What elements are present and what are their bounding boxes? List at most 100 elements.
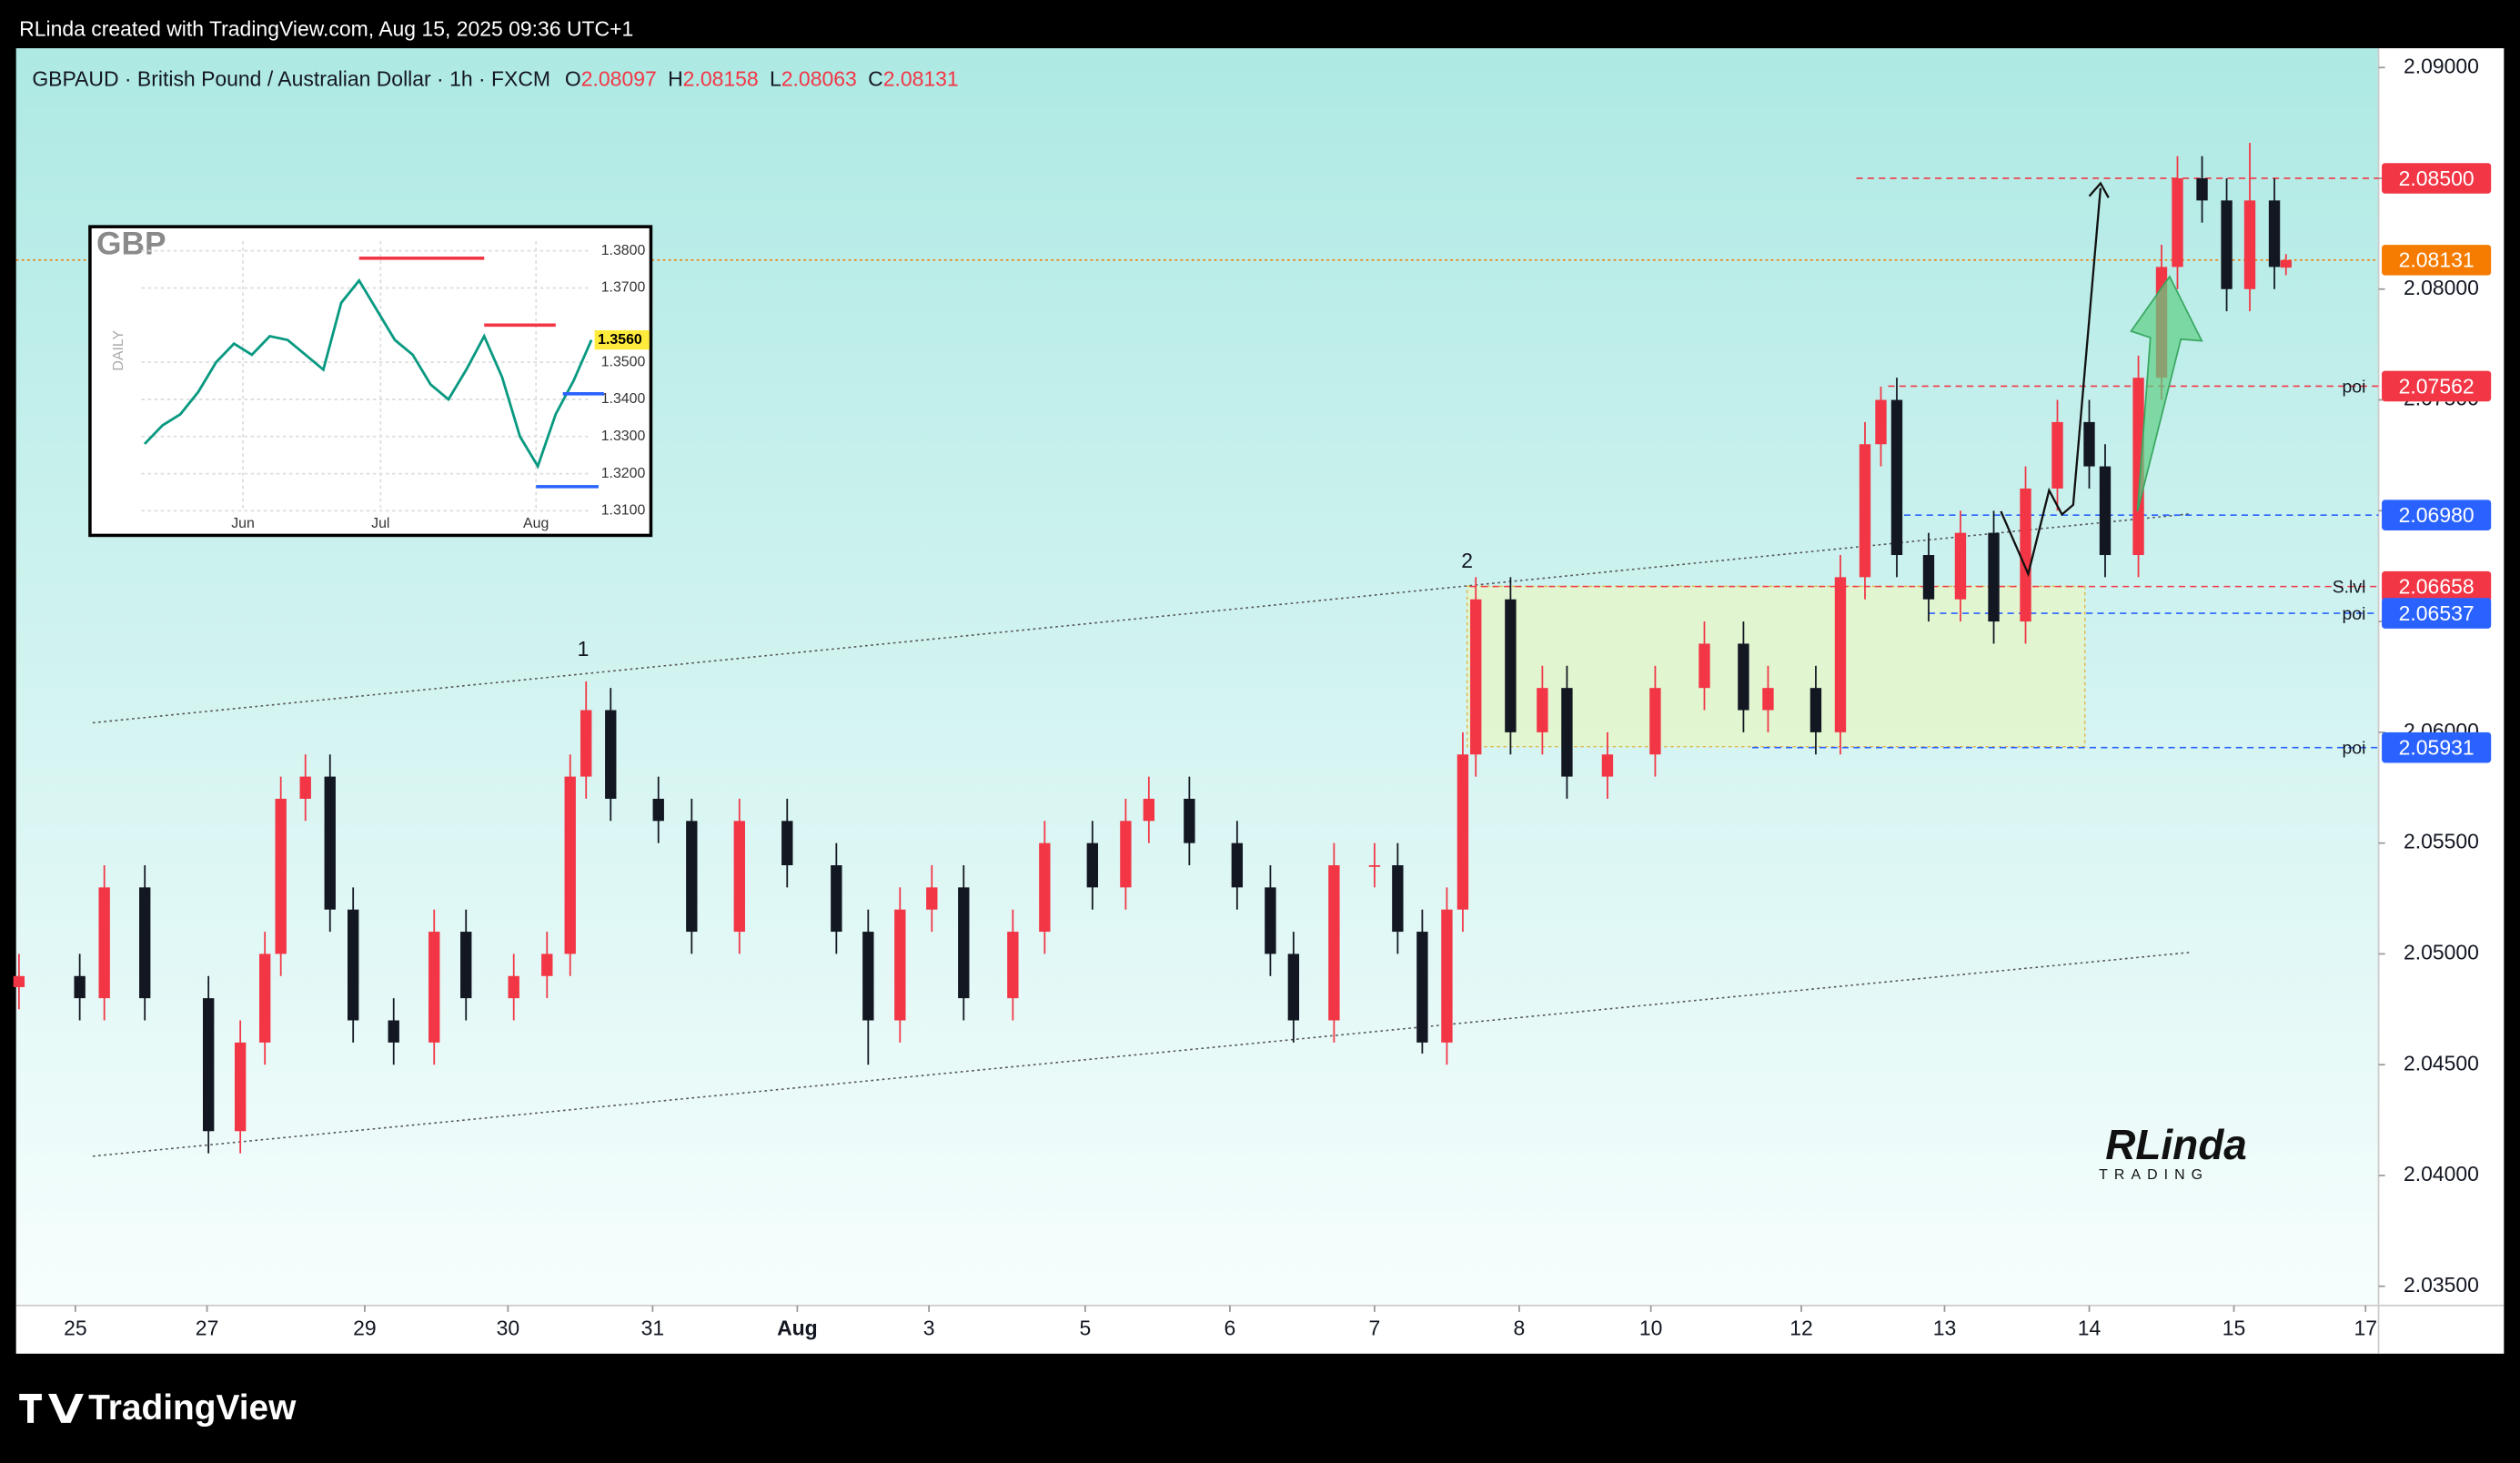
price-tag: [2382, 370, 2492, 402]
inset-y-label: 1.3800: [601, 243, 646, 258]
candle-body: [388, 1020, 399, 1043]
inset-y-label: 1.3400: [601, 391, 646, 407]
inset-current-label: 1.3560: [598, 332, 642, 348]
candle-body: [1416, 932, 1428, 1043]
candle-body: [541, 953, 553, 976]
candle-body: [202, 998, 215, 1132]
x-tick-label: 15: [2223, 1316, 2246, 1339]
candle-body: [1086, 842, 1098, 888]
price-tag-label: 2.06980: [2399, 503, 2475, 527]
ohlc-value: 2.08097: [581, 66, 657, 90]
candle-body: [259, 953, 271, 1043]
candle-body: [508, 975, 519, 999]
channel-line: [92, 512, 2191, 724]
candle-body: [1834, 577, 1847, 732]
candle-body: [1287, 953, 1300, 1021]
candle-body: [1809, 688, 1822, 732]
inset-y-label: 1.3500: [601, 354, 646, 369]
y-tick-label: 2.05500: [2404, 830, 2479, 853]
inset-x-label: Jun: [231, 516, 255, 531]
candle-body: [1875, 399, 1887, 445]
x-tick-label: 5: [1079, 1316, 1091, 1339]
inset-x-label: Jul: [371, 516, 389, 531]
logo: RLinda TRADING: [2099, 1121, 2247, 1183]
candle-body: [1143, 798, 1155, 822]
candle-body: [733, 821, 745, 933]
candle-body: [2172, 177, 2183, 267]
inset-y-label: 1.3100: [601, 503, 646, 519]
price-tag: [2382, 570, 2492, 602]
price-tag: [2382, 598, 2492, 629]
channel-line: [92, 951, 2191, 1157]
candle-body: [1470, 599, 1482, 755]
x-tick-label: Aug: [777, 1316, 818, 1339]
candle-body: [652, 798, 664, 822]
x-tick-label: 17: [2354, 1316, 2377, 1339]
ohlc-value: 2.08158: [683, 66, 759, 90]
price-tag-label: 2.06658: [2399, 574, 2475, 598]
inset-frame: [88, 225, 653, 538]
candle-body: [894, 909, 906, 1021]
price-axis: [2378, 48, 2505, 1306]
ohlc-key: C: [868, 66, 883, 90]
candle-body: [2132, 378, 2144, 556]
inset-y-label: 1.3300: [601, 429, 646, 444]
x-tick-label: 31: [641, 1316, 665, 1339]
candle-body: [1922, 555, 1935, 600]
x-tick-label: 7: [1369, 1316, 1381, 1339]
candle-body: [234, 1042, 247, 1132]
candle-body: [1954, 532, 1967, 600]
candle-body: [1441, 909, 1453, 1043]
green-arrow: [2130, 275, 2203, 512]
symbol-legend: GBPAUD · British Pound / Australian Doll…: [32, 66, 958, 90]
candle-body: [1890, 399, 1903, 556]
price-tag-label: 2.07562: [2399, 374, 2475, 398]
candle-body: [1601, 754, 1614, 777]
price-tag: [2382, 245, 2492, 276]
candle-body: [1649, 688, 1661, 755]
price-tag: [2382, 499, 2492, 530]
candle-body: [2051, 421, 2063, 489]
plot: GBPAUD · British Pound / Australian Doll…: [13, 54, 2492, 1339]
price-tag-label: 2.06537: [2399, 601, 2475, 625]
candle-body: [139, 887, 151, 999]
candle-body: [1537, 688, 1548, 732]
candle-body: [460, 932, 472, 999]
level-note: poi: [2342, 739, 2365, 759]
x-tick-label: 13: [1933, 1316, 1957, 1339]
inset-current-tag: [594, 330, 650, 350]
inset-side-label: DAILY: [111, 329, 126, 370]
x-tick-label: 3: [923, 1316, 935, 1339]
candle-body: [781, 821, 793, 866]
candle-body: [2268, 200, 2281, 267]
candle-body: [428, 932, 440, 1043]
time-axis: [15, 1305, 2505, 1354]
ohlc-key: O: [565, 66, 581, 90]
y-tick-label: 2.04000: [2404, 1162, 2479, 1186]
footer-logo: [19, 1394, 84, 1423]
x-tick-label: 30: [497, 1316, 520, 1339]
inset-line: [143, 277, 593, 469]
candle-body: [1368, 865, 1381, 867]
level-note: poi: [2342, 604, 2365, 624]
price-tag-label: 2.08131: [2399, 248, 2475, 272]
candle-body: [2280, 259, 2292, 268]
inset-chart: GBP DAILY 1.3100 1.3200 1.3300 1.3400 1.3500…: [88, 225, 653, 538]
candle-body: [1265, 887, 1276, 954]
x-tick-label: 25: [64, 1316, 87, 1339]
wave-label: 2: [1461, 549, 1473, 572]
projection-arrow: [2000, 181, 2110, 578]
candle-body: [348, 909, 359, 1021]
x-tick-label: 12: [1789, 1316, 1813, 1339]
inset-title: GBP: [96, 227, 166, 262]
candle-body: [74, 975, 86, 999]
y-tick-label: 2.08000: [2404, 276, 2479, 299]
candle-body: [2083, 421, 2095, 467]
inset-y-label: 1.3700: [601, 280, 646, 296]
candle-body: [1184, 798, 1195, 843]
price-tag-label: 2.08500: [2399, 166, 2475, 190]
ohlc-value: 2.08131: [883, 66, 959, 90]
inset-x-label: Aug: [523, 516, 549, 531]
